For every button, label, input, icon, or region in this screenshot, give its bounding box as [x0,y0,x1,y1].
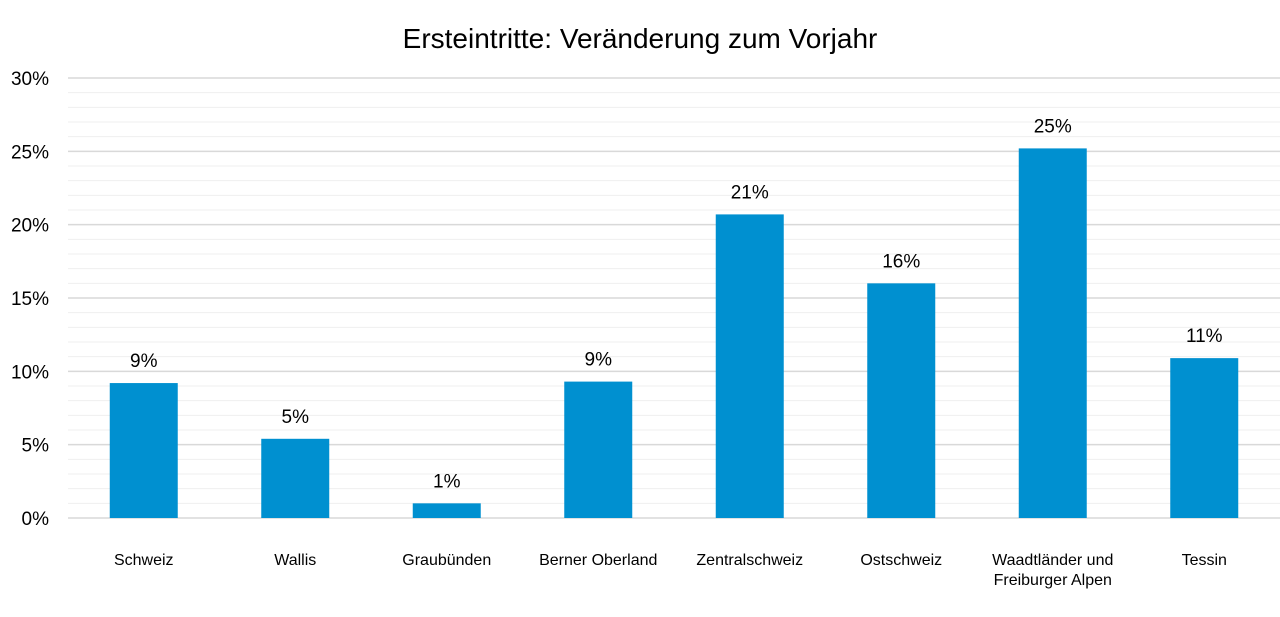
bars [109,148,1239,518]
data-label: 5% [282,407,310,428]
data-labels: 9% 5% 1% 9% 21% 16% 25% 11% [130,116,1223,492]
data-label: 1% [433,471,461,492]
x-tick-label-line: Berner Oberland [539,552,657,569]
data-label: 9% [130,351,158,372]
data-label: 16% [882,251,920,272]
x-tick-label: Graubünden [402,552,491,569]
bar [109,383,178,518]
y-tick-label: 5% [22,436,50,457]
x-tick-label-line: Wallis [274,552,316,569]
y-tick-label: 15% [11,289,49,310]
x-tick-label-line: Tessin [1182,552,1227,569]
x-tick-label: Tessin [1182,552,1227,569]
chart-title: Ersteintritte: Veränderung zum Vorjahr [403,23,878,54]
x-tick-label: Berner Oberland [539,552,657,569]
bar [1018,148,1087,518]
x-tick-label: Waadtländer und Freiburger Alpen [992,552,1113,589]
bar [412,503,481,518]
data-label: 11% [1186,326,1223,347]
major-gridlines [68,77,1280,519]
y-tick-label: 10% [11,362,49,383]
x-tick-label-line: Zentralschweiz [696,552,803,569]
y-tick-label: 0% [22,509,50,530]
x-tick-label-line: Waadtländer und [992,552,1113,569]
y-tick-label: 20% [11,216,49,237]
x-tick-label: Ostschweiz [860,552,942,569]
data-label: 25% [1034,116,1072,137]
bar [1170,358,1239,518]
y-tick-label: 25% [11,142,49,163]
data-label: 9% [585,350,613,371]
y-tick-label: 30% [11,69,49,90]
x-tick-label-line: Ostschweiz [860,552,942,569]
data-label: 21% [731,182,769,203]
y-axis-ticks: 0% 5% 10% 15% 20% 25% 30% [11,69,49,530]
bar [715,214,784,518]
x-tick-label: Wallis [274,552,316,569]
x-tick-label-line: Schweiz [114,552,174,569]
x-tick-label: Zentralschweiz [696,552,803,569]
x-tick-label: Schweiz [114,552,174,569]
bar [867,283,936,518]
bar [261,438,330,518]
x-axis-ticks: Schweiz Wallis Graubünden Berner Oberland Ze… [114,552,1227,589]
x-tick-label-line: Graubünden [402,552,491,569]
x-tick-label-line: Freiburger Alpen [994,572,1112,589]
bar [564,381,633,518]
